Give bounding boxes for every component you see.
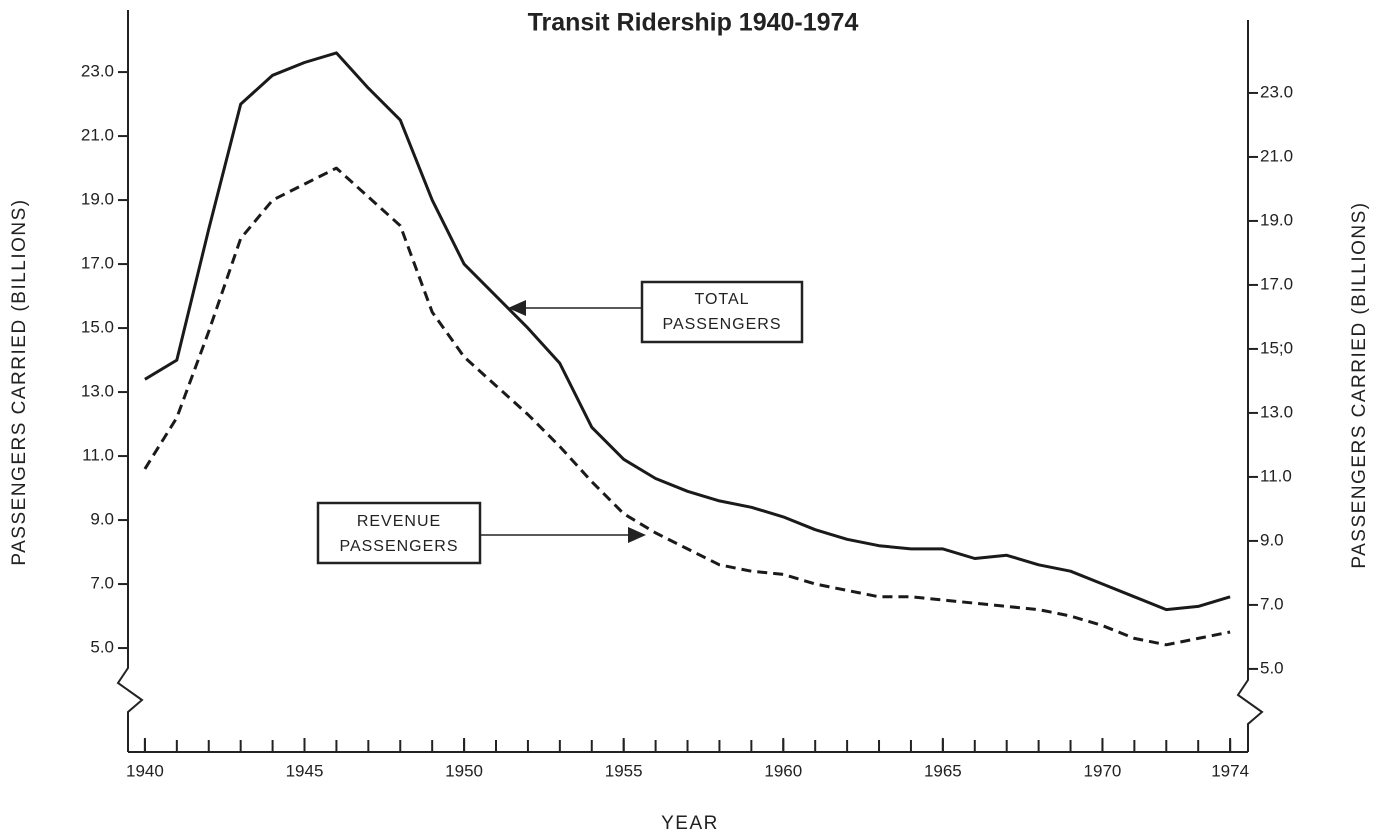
y2-tick-label: 21.0	[1260, 146, 1293, 165]
annotation-box	[640, 280, 804, 344]
y-tick-label: 23.0	[81, 62, 114, 81]
y2-tick-label: 23.0	[1260, 82, 1293, 101]
x-tick-label: 1970	[1084, 761, 1122, 780]
y-tick-label: 15.0	[81, 318, 114, 337]
y2-tick-label: 11.0	[1260, 466, 1292, 485]
line-series	[143, 166, 1231, 647]
y2-axis-label: PASSENGERS CARRIED (BILLIONS)	[1349, 201, 1370, 568]
x-tick-label: 1945	[286, 761, 324, 780]
x-tick-label: 1955	[605, 761, 643, 780]
y-tick-label: 11.0	[82, 446, 114, 465]
x-tick-label: 1974	[1211, 761, 1249, 780]
annotation-text: TOTAL	[694, 291, 749, 308]
y2-tick-label: 13.0	[1260, 402, 1293, 421]
x-tick-label: 1960	[764, 761, 802, 780]
y2-tick-label: 17.0	[1260, 274, 1293, 293]
y-tick-label: 19.0	[81, 190, 114, 209]
x-tick-label: 1965	[924, 761, 962, 780]
x-axis-label: YEAR	[661, 813, 719, 833]
annotation-text: PASSENGERS	[662, 316, 781, 333]
annotation-text: PASSENGERS	[339, 538, 458, 555]
x-tick-label: 1940	[126, 761, 164, 780]
y2-axis-line	[1236, 20, 1264, 752]
y2-tick-label: 5.0	[1260, 658, 1284, 677]
y2-tick-label: 19.0	[1260, 210, 1293, 229]
y-tick-label: 7.0	[90, 574, 114, 593]
y-tick-label: 21.0	[81, 126, 114, 145]
y2-tick-label: 9.0	[1260, 530, 1284, 549]
x-tick-label: 1950	[445, 761, 483, 780]
annotation-text: REVENUE	[357, 513, 441, 530]
line-series	[144, 51, 1231, 612]
y-tick-label: 13.0	[81, 382, 114, 401]
annotation-box	[316, 501, 482, 565]
y-axis-line	[116, 10, 144, 752]
y-tick-label: 17.0	[81, 254, 114, 273]
y-tick-label: 5.0	[90, 638, 114, 657]
arrow-head	[628, 527, 646, 543]
y-tick-label: 9.0	[90, 510, 114, 529]
y2-tick-label: 15;0	[1260, 338, 1293, 357]
y-axis-label: PASSENGERS CARRIED (BILLIONS)	[9, 198, 30, 565]
chart-title: Transit Ridership 1940-1974	[528, 9, 859, 37]
arrow-head	[508, 300, 526, 316]
y2-tick-label: 7.0	[1260, 594, 1284, 613]
